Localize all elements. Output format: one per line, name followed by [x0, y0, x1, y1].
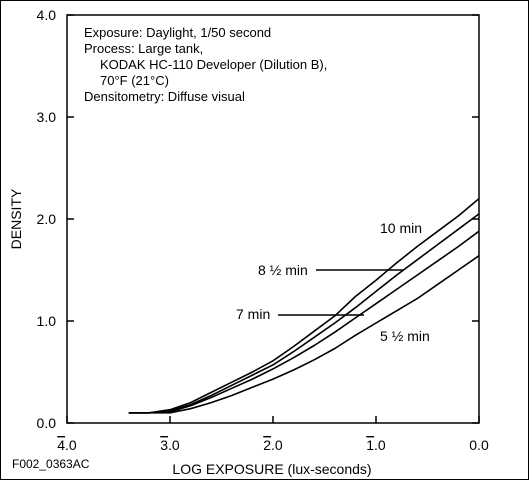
series-labels: 10 min 8 ½ min 7 min 5 ½ min [236, 220, 430, 344]
x-tick-decimal: .0 [374, 437, 386, 453]
x-tick-decimal: .0 [271, 437, 283, 453]
note-developer: KODAK HC-110 Developer (Dilution B), [100, 57, 327, 72]
x-tick-decimal: .0 [168, 437, 180, 453]
y-tick-label: 2.0 [37, 211, 57, 227]
x-tick-bar-digit: 3 [160, 437, 168, 453]
note-exposure: Exposure: Daylight, 1/50 second [84, 25, 271, 40]
y-tick-label: 4.0 [37, 7, 57, 23]
x-axis: 4.0 3.0 2.0 1.0 0.0 [57, 416, 489, 453]
series-line-2 [128, 230, 480, 414]
x-tick-bar-digit: 2 [263, 437, 271, 453]
x-tick-label: 2.0 [263, 437, 283, 453]
series-line-3 [128, 255, 480, 414]
x-tick-label: 0.0 [469, 437, 489, 453]
y-axis-label: DENSITY [8, 188, 24, 249]
x-tick-bar-digit: 4 [57, 437, 65, 453]
series-line-0 [128, 197, 480, 414]
series-line-1 [128, 213, 480, 414]
y-tick-label: 0.0 [37, 415, 57, 431]
x-tick-bar-digit: 1 [366, 437, 374, 453]
series-label-5-5-min: 5 ½ min [380, 328, 430, 344]
x-tick-label: 3.0 [160, 437, 180, 453]
note-densitometry: Densitometry: Diffuse visual [84, 89, 245, 104]
series-label-7-min: 7 min [236, 306, 270, 322]
figure-id: F002_0363AC [12, 457, 90, 471]
x-tick-decimal: 0.0 [469, 437, 489, 453]
note-process: Process: Large tank, [84, 41, 203, 56]
series-layer [128, 197, 480, 414]
y-tick-label: 3.0 [37, 109, 57, 125]
series-label-10-min: 10 min [380, 220, 422, 236]
x-axis-label: LOG EXPOSURE (lux-seconds) [172, 461, 371, 477]
y-axis: 0.0 1.0 2.0 3.0 4.0 [37, 7, 479, 431]
series-label-8-5-min: 8 ½ min [258, 262, 308, 278]
note-temperature: 70°F (21°C) [100, 73, 169, 88]
x-tick-label: 4.0 [57, 437, 77, 453]
x-tick-decimal: .0 [65, 437, 77, 453]
x-tick-label: 1.0 [366, 437, 386, 453]
conditions-note: Exposure: Daylight, 1/50 second Process:… [84, 25, 327, 104]
y-tick-label: 1.0 [37, 313, 57, 329]
